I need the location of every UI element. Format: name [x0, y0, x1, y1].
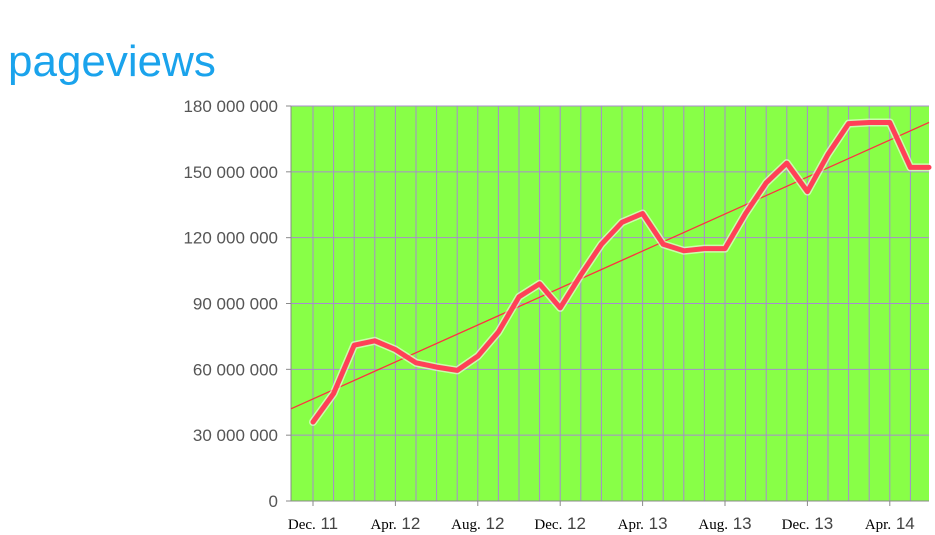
- data-point: [927, 165, 931, 169]
- data-point: [435, 365, 439, 369]
- x-tick-month: Apr.: [370, 517, 396, 533]
- data-point: [785, 161, 789, 165]
- x-tick-label: Dec. 13: [782, 514, 834, 533]
- data-point: [599, 242, 603, 246]
- x-tick-year: 12: [562, 514, 586, 533]
- x-tick-year: 11: [316, 514, 338, 533]
- data-point: [682, 249, 686, 253]
- x-tick-label: Dec. 11: [288, 514, 338, 533]
- y-tick-label: 120 000 000: [183, 229, 278, 248]
- data-point: [847, 122, 851, 126]
- y-tick-label: 60 000 000: [193, 360, 278, 379]
- data-point: [867, 120, 871, 124]
- x-tick-month: Aug.: [698, 517, 728, 533]
- x-tick-label: Aug. 12: [451, 514, 504, 533]
- data-point: [558, 306, 562, 310]
- data-point: [826, 152, 830, 156]
- x-tick-label: Dec. 12: [534, 514, 586, 533]
- x-tick-month: Dec.: [782, 517, 810, 533]
- y-tick-label: 90 000 000: [193, 295, 278, 314]
- x-tick-year: 13: [810, 514, 834, 533]
- x-tick-year: 14: [891, 514, 915, 533]
- data-point: [702, 247, 706, 251]
- data-point: [373, 339, 377, 343]
- data-point: [311, 420, 315, 424]
- data-point: [744, 212, 748, 216]
- data-point: [579, 273, 583, 277]
- data-point: [496, 330, 500, 334]
- x-tick-month: Dec.: [288, 517, 316, 533]
- data-point: [332, 391, 336, 395]
- data-point: [908, 165, 912, 169]
- y-tick-label: 0: [269, 492, 278, 511]
- data-point: [620, 220, 624, 224]
- x-tick-label: Apr. 14: [865, 514, 915, 533]
- y-tick-label: 150 000 000: [183, 163, 278, 182]
- y-tick-label: 30 000 000: [193, 426, 278, 445]
- x-tick-month: Apr.: [618, 517, 644, 533]
- x-tick-label: Apr. 13: [618, 514, 668, 533]
- data-point: [888, 120, 892, 124]
- x-tick-month: Apr.: [865, 517, 891, 533]
- data-point: [455, 368, 459, 372]
- x-tick-label: Aug. 13: [698, 514, 751, 533]
- data-point: [661, 242, 665, 246]
- data-point: [517, 295, 521, 299]
- x-tick-month: Aug.: [451, 517, 481, 533]
- data-point: [538, 282, 542, 286]
- x-tick-month: Dec.: [534, 517, 562, 533]
- data-point: [414, 361, 418, 365]
- data-point: [805, 190, 809, 194]
- y-tick-label: 180 000 000: [183, 97, 278, 116]
- data-point: [641, 212, 645, 216]
- data-point: [393, 348, 397, 352]
- data-point: [476, 354, 480, 358]
- data-point: [352, 343, 356, 347]
- x-tick-year: 12: [481, 514, 505, 533]
- page-title: pageviews: [8, 37, 216, 86]
- x-tick-year: 12: [397, 514, 421, 533]
- data-point: [723, 247, 727, 251]
- x-tick-year: 13: [644, 514, 668, 533]
- x-tick-label: Apr. 12: [370, 514, 420, 533]
- x-tick-year: 13: [728, 514, 752, 533]
- data-point: [764, 181, 768, 185]
